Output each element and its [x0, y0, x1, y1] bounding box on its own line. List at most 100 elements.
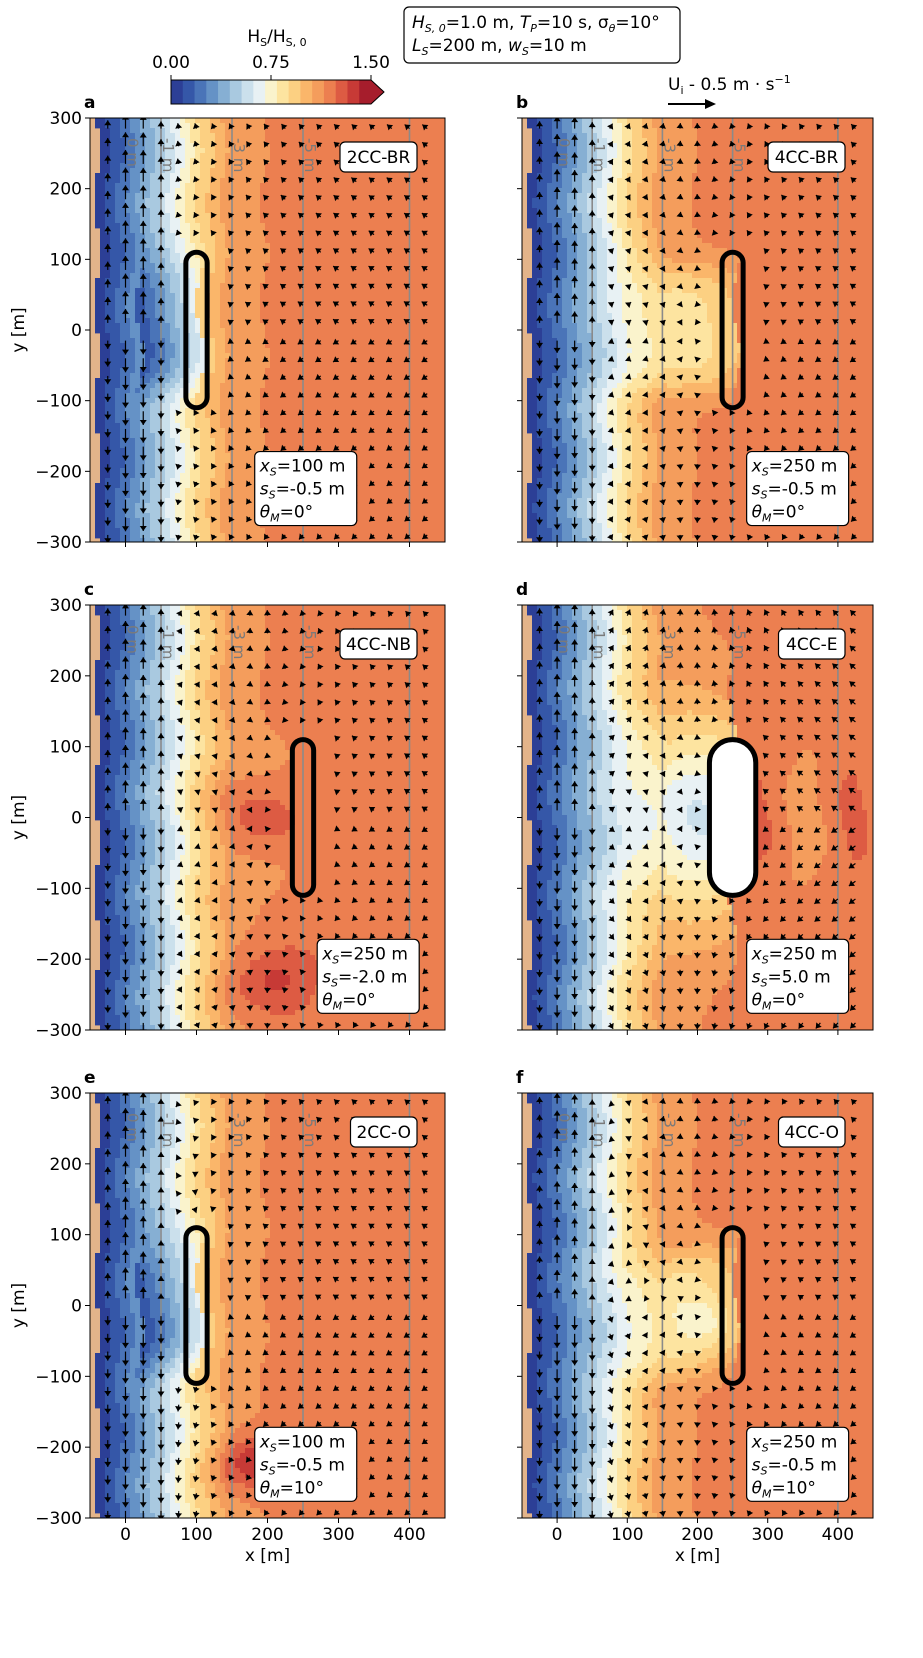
hs-cell — [185, 153, 191, 159]
hs-cell — [215, 518, 221, 524]
hs-cell — [200, 338, 206, 344]
hs-cell — [115, 413, 121, 419]
hs-cell — [210, 333, 216, 339]
hs-cell — [310, 293, 316, 299]
hs-cell — [110, 348, 116, 354]
hs-cell — [190, 388, 196, 394]
hs-cell — [240, 463, 246, 469]
hs-cell — [140, 458, 146, 464]
hs-cell — [385, 238, 391, 244]
hs-cell — [280, 153, 286, 159]
hs-cell — [320, 178, 326, 184]
hs-cell — [380, 363, 386, 369]
hs-cell — [330, 368, 336, 374]
hs-cell — [125, 373, 131, 379]
hs-cell — [155, 243, 161, 249]
hs-cell — [235, 463, 241, 469]
hs-cell — [310, 198, 316, 204]
hs-cell — [95, 278, 101, 284]
hs-cell — [120, 538, 126, 542]
hs-cell — [315, 128, 321, 134]
hs-cell — [250, 223, 256, 229]
hs-cell — [350, 438, 356, 444]
hs-cell — [110, 208, 116, 214]
hs-cell — [120, 158, 126, 164]
hs-cell — [190, 238, 196, 244]
hs-cell — [310, 133, 316, 139]
hs-cell — [320, 303, 326, 309]
hs-cell — [145, 258, 151, 264]
hs-cell — [165, 478, 171, 484]
hs-cell — [310, 253, 316, 259]
hs-cell — [110, 333, 116, 339]
hs-cell — [235, 173, 241, 179]
hs-cell — [385, 303, 391, 309]
hs-cell — [255, 528, 261, 534]
hs-cell — [130, 173, 136, 179]
hs-cell — [245, 413, 251, 419]
hs-cell — [185, 428, 191, 434]
hs-cell — [315, 423, 321, 429]
hs-cell — [325, 448, 331, 454]
hs-cell — [275, 343, 281, 349]
hs-cell — [290, 233, 296, 239]
hs-cell — [175, 283, 181, 289]
hs-cell — [365, 513, 371, 519]
hs-cell — [155, 233, 161, 239]
hs-cell — [355, 273, 361, 279]
hs-cell — [175, 223, 181, 229]
hs-cell — [290, 198, 296, 204]
hs-cell — [285, 248, 291, 254]
hs-cell — [170, 198, 176, 204]
hs-cell — [155, 118, 161, 124]
hs-cell — [320, 443, 326, 449]
hs-cell — [335, 163, 341, 169]
hs-cell — [150, 368, 156, 374]
hs-cell — [275, 423, 281, 429]
hs-cell — [320, 223, 326, 229]
hs-cell — [145, 253, 151, 259]
hs-cell — [200, 283, 206, 289]
hs-cell — [105, 163, 111, 169]
hs-cell — [125, 518, 131, 524]
hs-cell — [295, 538, 301, 542]
hs-cell — [245, 423, 251, 429]
hs-cell — [235, 348, 241, 354]
hs-cell — [290, 438, 296, 444]
hs-cell — [120, 263, 126, 269]
hs-cell — [255, 303, 261, 309]
hs-cell — [380, 378, 386, 384]
hs-cell — [320, 433, 326, 439]
hs-cell — [220, 318, 226, 324]
hs-cell — [180, 133, 186, 139]
hs-cell — [275, 533, 281, 539]
hs-cell — [180, 213, 186, 219]
hs-cell — [195, 538, 201, 542]
hs-cell — [310, 403, 316, 409]
hs-cell — [175, 243, 181, 249]
hs-cell — [100, 528, 106, 534]
hs-cell — [190, 138, 196, 144]
hs-cell — [315, 278, 321, 284]
hs-cell — [155, 253, 161, 259]
hs-cell — [255, 313, 261, 319]
hs-cell — [195, 348, 201, 354]
hs-cell — [355, 293, 361, 299]
hs-cell — [245, 273, 251, 279]
hs-cell — [280, 313, 286, 319]
hs-cell — [280, 378, 286, 384]
hs-cell — [260, 188, 266, 194]
hs-cell — [165, 503, 171, 509]
hs-cell — [375, 508, 381, 514]
hs-cell — [220, 448, 226, 454]
hs-cell — [225, 398, 231, 404]
hs-cell — [280, 298, 286, 304]
hs-cell — [100, 408, 106, 414]
hs-cell — [150, 523, 156, 529]
hs-cell — [330, 308, 336, 314]
hs-cell — [125, 468, 131, 474]
hs-cell — [165, 328, 171, 334]
hs-cell — [340, 243, 346, 249]
hs-cell — [335, 413, 341, 419]
hs-cell — [250, 163, 256, 169]
